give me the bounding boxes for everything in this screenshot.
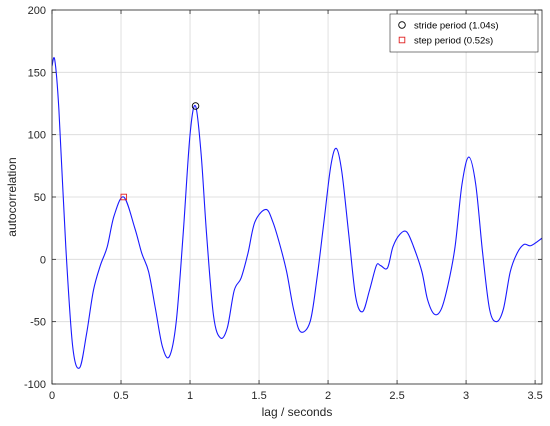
y-tick-label: -100 [24, 379, 46, 391]
x-axis-label: lag / seconds [262, 405, 333, 419]
x-tick-label: 1.5 [251, 390, 266, 402]
series-layer [52, 57, 542, 369]
y-tick-label: -50 [30, 317, 46, 329]
legend-circle-icon [398, 21, 406, 29]
y-tick-label: 200 [28, 5, 46, 17]
legend-box [389, 13, 539, 53]
legend-entry-label: stride period (1.04s) [414, 21, 498, 32]
y-tick-label: 100 [28, 130, 46, 142]
x-tick-label: 2 [325, 390, 331, 402]
x-tick-label: 0 [49, 390, 55, 402]
legend: stride period (1.04s) step period (0.52s) [389, 13, 539, 53]
x-tick-label: 3 [463, 390, 469, 402]
x-tick-label: 1 [187, 390, 193, 402]
autocorrelation-line [52, 57, 542, 369]
y-tick-label: 0 [40, 254, 46, 266]
y-tick-label: 150 [28, 67, 46, 79]
y-axis-label: autocorrelation [5, 157, 19, 236]
grid-lines [51, 9, 542, 385]
x-tick-label: 0.5 [113, 390, 128, 402]
y-tick-labels: -100 -50 0 50 100 150 200 [24, 5, 46, 391]
marker-layer [120, 102, 200, 201]
x-tick-labels: 0 0.5 1 1.5 2 2.5 3 3.5 [49, 390, 543, 402]
x-tick-label: 3.5 [527, 390, 542, 402]
legend-square-icon [398, 36, 406, 44]
tick-marks [51, 9, 542, 385]
y-tick-label: 50 [34, 192, 46, 204]
step-period-marker [120, 193, 128, 201]
legend-entry-label: step period (0.52s) [414, 36, 493, 47]
x-tick-label: 2.5 [389, 390, 404, 402]
stride-period-marker [191, 102, 200, 110]
